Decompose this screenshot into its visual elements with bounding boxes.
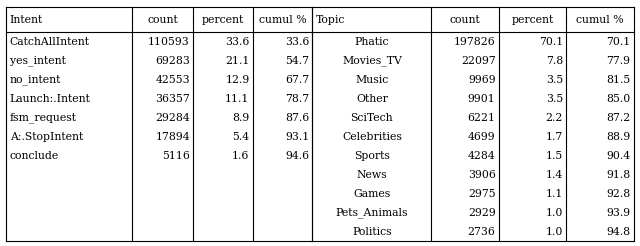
Text: 1.0: 1.0 — [545, 227, 563, 237]
Text: 87.2: 87.2 — [606, 113, 630, 123]
Text: 1.5: 1.5 — [546, 151, 563, 161]
Text: 6221: 6221 — [468, 113, 495, 123]
Text: cumul %: cumul % — [259, 15, 307, 25]
Text: Music: Music — [355, 75, 388, 85]
Text: count: count — [147, 15, 178, 25]
Text: 2929: 2929 — [468, 208, 495, 217]
Text: 9969: 9969 — [468, 75, 495, 85]
Text: 17894: 17894 — [156, 132, 190, 142]
Text: no_intent: no_intent — [10, 74, 61, 85]
Text: CatchAllIntent: CatchAllIntent — [10, 37, 90, 46]
Text: 94.6: 94.6 — [285, 151, 309, 161]
Text: 3.5: 3.5 — [546, 93, 563, 104]
Text: 12.9: 12.9 — [225, 75, 250, 85]
Text: percent: percent — [511, 15, 554, 25]
Text: 5.4: 5.4 — [232, 132, 250, 142]
Text: Pets_Animals: Pets_Animals — [335, 207, 408, 218]
Text: Sports: Sports — [354, 151, 390, 161]
Text: Games: Games — [353, 189, 390, 199]
Text: 70.1: 70.1 — [606, 37, 630, 46]
Text: SciTech: SciTech — [351, 113, 393, 123]
Text: 29284: 29284 — [155, 113, 190, 123]
Text: 8.9: 8.9 — [232, 113, 250, 123]
Text: 1.1: 1.1 — [545, 189, 563, 199]
Text: 2736: 2736 — [468, 227, 495, 237]
Text: 92.8: 92.8 — [606, 189, 630, 199]
Text: 93.1: 93.1 — [285, 132, 309, 142]
Text: Launch:.Intent: Launch:.Intent — [10, 93, 90, 104]
Text: count: count — [450, 15, 481, 25]
Text: 33.6: 33.6 — [225, 37, 250, 46]
Text: fsm_request: fsm_request — [10, 112, 77, 123]
Text: 91.8: 91.8 — [606, 169, 630, 180]
Text: 197826: 197826 — [454, 37, 495, 46]
Text: 7.8: 7.8 — [546, 56, 563, 66]
Text: percent: percent — [202, 15, 244, 25]
Text: 54.7: 54.7 — [285, 56, 309, 66]
Text: 77.9: 77.9 — [606, 56, 630, 66]
Text: 67.7: 67.7 — [285, 75, 309, 85]
Text: 87.6: 87.6 — [285, 113, 309, 123]
Text: 1.4: 1.4 — [546, 169, 563, 180]
Text: 90.4: 90.4 — [606, 151, 630, 161]
Text: 1.7: 1.7 — [546, 132, 563, 142]
Text: 5116: 5116 — [162, 151, 190, 161]
Text: 3.5: 3.5 — [546, 75, 563, 85]
Text: 36357: 36357 — [155, 93, 190, 104]
Text: 42553: 42553 — [156, 75, 190, 85]
Text: 4699: 4699 — [468, 132, 495, 142]
Text: 3906: 3906 — [468, 169, 495, 180]
Text: 88.9: 88.9 — [606, 132, 630, 142]
Text: cumul %: cumul % — [576, 15, 624, 25]
Text: 1.6: 1.6 — [232, 151, 250, 161]
Text: 22097: 22097 — [461, 56, 495, 66]
Text: 4284: 4284 — [468, 151, 495, 161]
Text: Politics: Politics — [352, 227, 392, 237]
Text: A:.StopIntent: A:.StopIntent — [10, 132, 83, 142]
Text: 70.1: 70.1 — [539, 37, 563, 46]
Text: News: News — [356, 169, 387, 180]
Text: Phatic: Phatic — [355, 37, 389, 46]
Text: 81.5: 81.5 — [606, 75, 630, 85]
Text: 78.7: 78.7 — [285, 93, 309, 104]
Text: Intent: Intent — [10, 15, 43, 25]
Text: Celebrities: Celebrities — [342, 132, 402, 142]
Text: 9901: 9901 — [468, 93, 495, 104]
Text: 21.1: 21.1 — [225, 56, 250, 66]
Text: 93.9: 93.9 — [606, 208, 630, 217]
Text: Other: Other — [356, 93, 388, 104]
Text: conclude: conclude — [10, 151, 59, 161]
Text: 33.6: 33.6 — [285, 37, 309, 46]
Text: yes_intent: yes_intent — [10, 55, 65, 66]
Text: Movies_TV: Movies_TV — [342, 55, 402, 66]
Text: 94.8: 94.8 — [606, 227, 630, 237]
Text: Topic: Topic — [316, 15, 345, 25]
Text: 110593: 110593 — [148, 37, 190, 46]
Text: 2.2: 2.2 — [545, 113, 563, 123]
Text: 1.0: 1.0 — [545, 208, 563, 217]
Text: 85.0: 85.0 — [606, 93, 630, 104]
Text: 11.1: 11.1 — [225, 93, 250, 104]
Text: 2975: 2975 — [468, 189, 495, 199]
Text: 69283: 69283 — [155, 56, 190, 66]
